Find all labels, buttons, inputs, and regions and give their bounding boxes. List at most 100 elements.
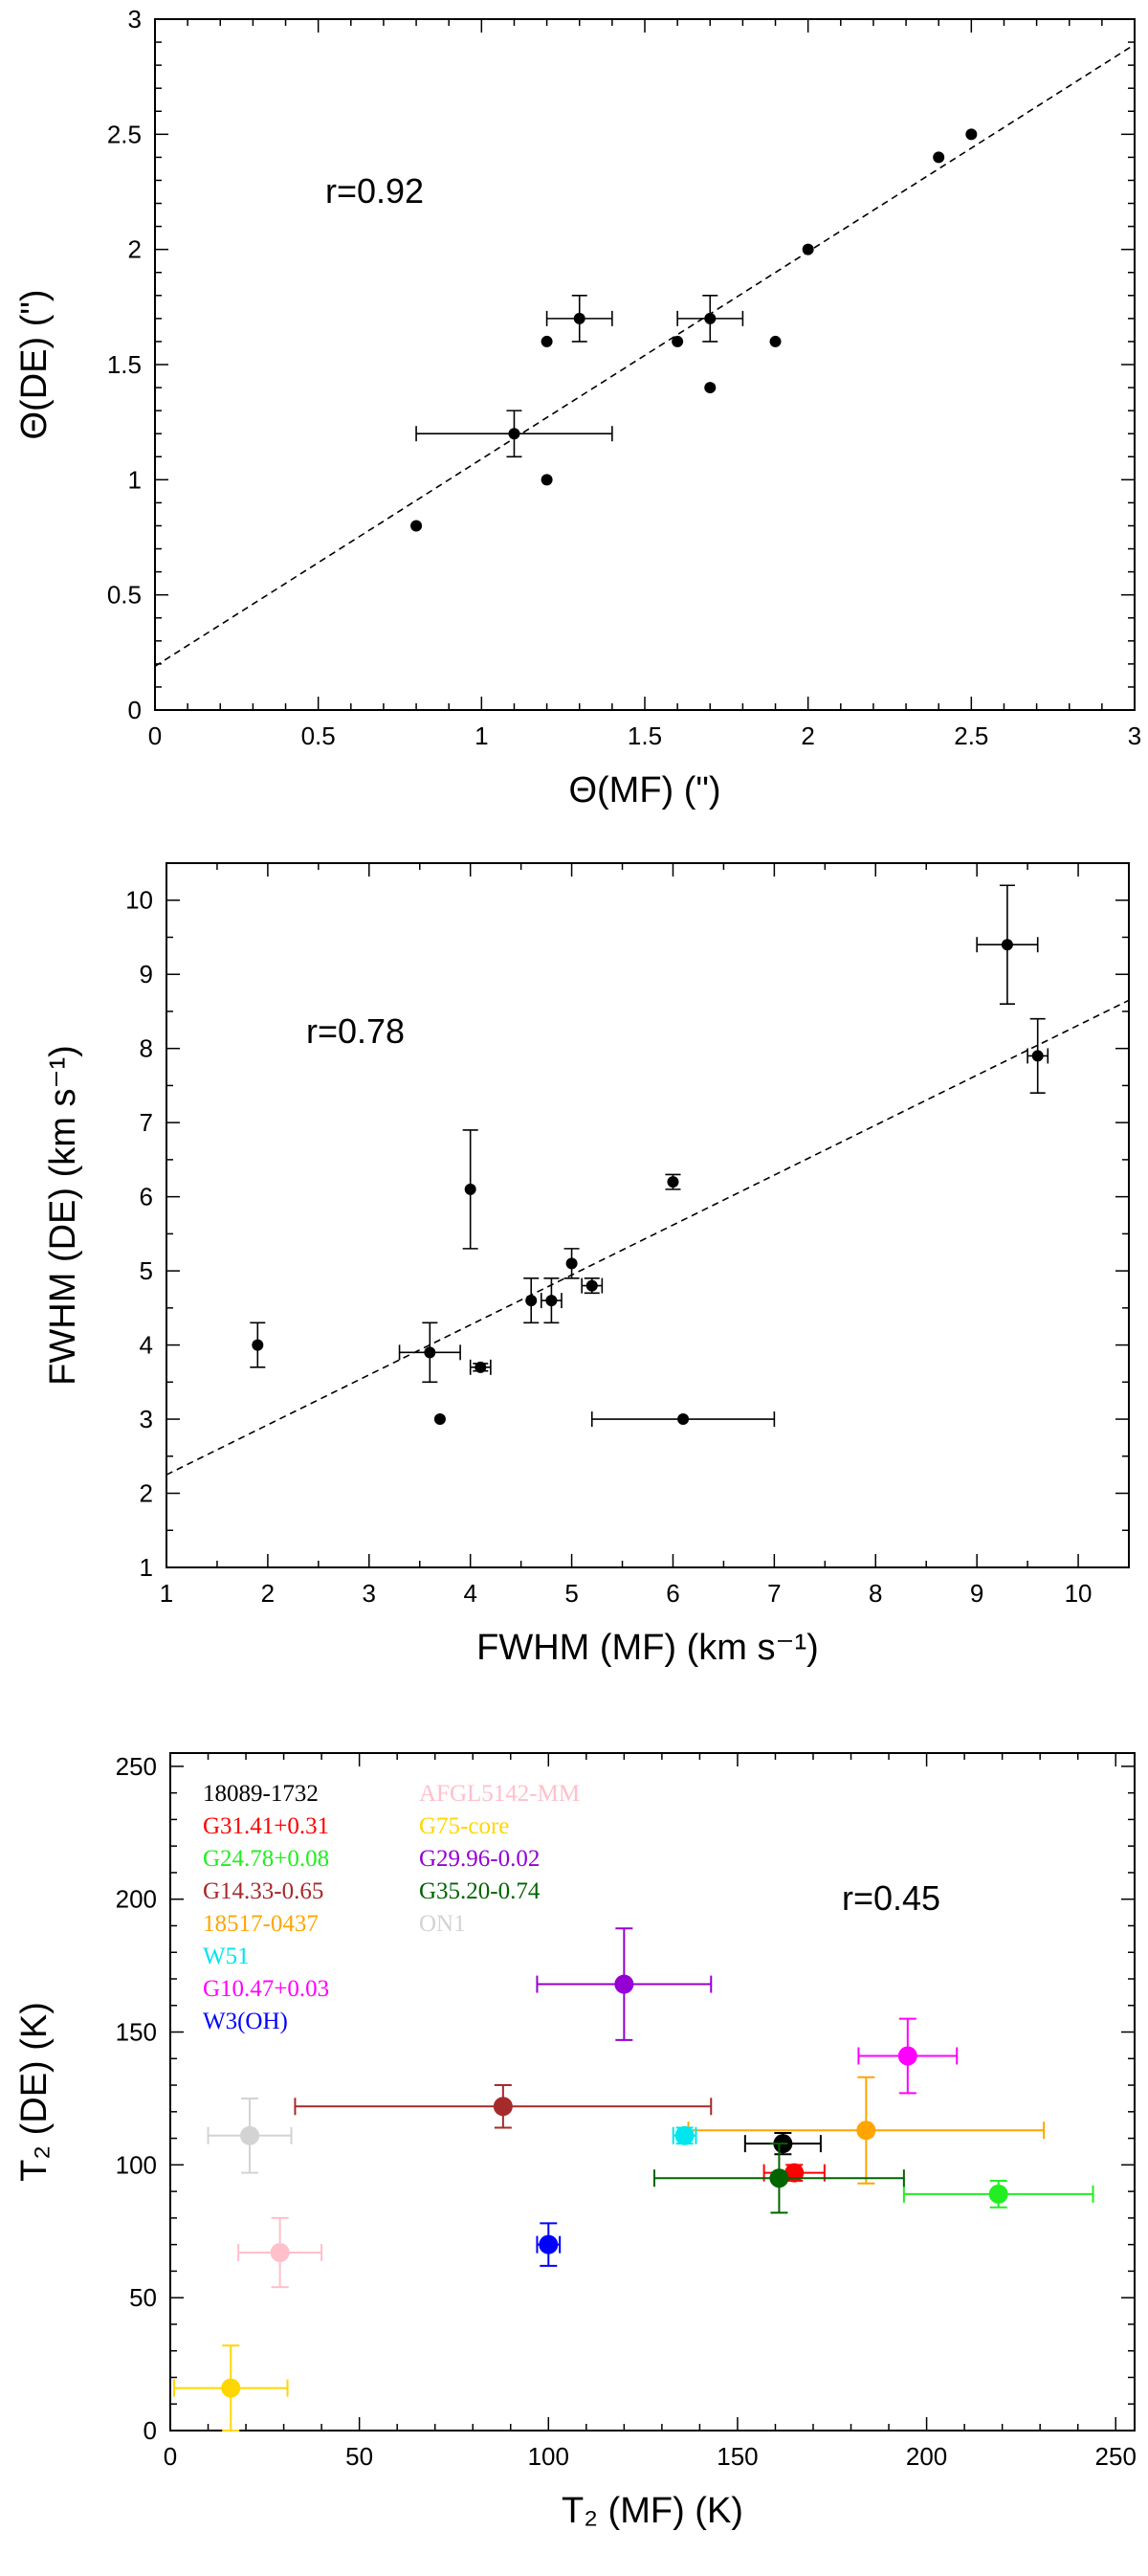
x-tick-label: 150 (717, 2442, 758, 2471)
data-marker (965, 128, 978, 141)
y-axis-label: FWHM (DE) (km s⁻¹) (43, 1045, 83, 1386)
data-marker (525, 1295, 538, 1307)
plot-fwhm: 1 2 3 4 5 6 7 8 9 10 1 2 3 4 5 6 7 8 9 10 FWHM (MF) (km s⁻¹)… (43, 862, 1130, 1668)
y-tick-label: 2.5 (107, 120, 142, 148)
data-marker (270, 2242, 290, 2262)
data-point (802, 243, 814, 255)
x-tick-label: 1.5 (628, 722, 662, 750)
x-tick-label: 6 (666, 1579, 679, 1608)
correlation-label: r=0.45 (842, 1878, 940, 1918)
data-marker (565, 1257, 578, 1270)
data-marker (541, 335, 553, 347)
y-axis-label: Θ(DE) (") (14, 289, 55, 439)
data-marker (769, 2168, 789, 2188)
legend-entry: 18517-0437 (203, 1911, 319, 1937)
data-marker (545, 1295, 558, 1307)
y-tick-label: 100 (116, 2150, 157, 2179)
plot-frame (154, 18, 1136, 711)
data-marker (802, 243, 814, 255)
x-tick-label: 3 (1128, 722, 1141, 750)
series-point-g75-core (172, 2344, 289, 2432)
y-tick-label: 8 (140, 1034, 153, 1063)
data-point (541, 1277, 563, 1324)
x-tick-label: 50 (345, 2442, 373, 2471)
y-tick-label: 9 (140, 960, 153, 988)
y-tick-label: 3 (140, 1405, 153, 1433)
data-marker (221, 2378, 241, 2398)
y-tick-label: 0.5 (107, 581, 142, 610)
data-point (676, 294, 744, 343)
legend-entry: G35.20-0.74 (419, 1878, 541, 1904)
data-marker (672, 335, 684, 347)
x-tick-label: 2 (801, 722, 814, 750)
legend-entry: W51 (203, 1943, 250, 1969)
plot-angular-size: 0 0.5 1 1.5 2 2.5 3 0 0.5 1 1.5 2 2.5 3 Θ(MF) (") Θ(DE)… (14, 5, 1141, 811)
data-point (541, 474, 553, 486)
data-marker (614, 1974, 634, 1994)
series-point-on1 (207, 2097, 293, 2174)
fit-line (154, 43, 1136, 667)
y-axis-label: T₂ (DE) (K) (14, 2002, 55, 2182)
data-point (704, 382, 717, 394)
data-marker (585, 1279, 598, 1292)
series-point-g14-33-0-65 (294, 2084, 713, 2129)
data-point (523, 1277, 540, 1324)
plot-frame (166, 862, 1130, 1568)
x-tick-label: 8 (869, 1579, 882, 1608)
x-tick-label: 3 (363, 1579, 376, 1608)
series-point-18517-0437 (687, 2076, 1046, 2185)
x-tick-label: 200 (906, 2442, 947, 2471)
x-axis-label: T₂ (MF) (K) (562, 2491, 743, 2531)
data-point (415, 410, 613, 458)
data-marker (856, 2121, 876, 2141)
data-point (545, 294, 613, 343)
correlation-label: r=0.78 (306, 1011, 405, 1051)
x-axis-label: FWHM (MF) (km s⁻¹) (476, 1628, 819, 1668)
x-tick-label: 4 (463, 1579, 476, 1608)
legend-entry: AFGL5142-MM (419, 1781, 580, 1807)
data-marker (493, 2097, 513, 2117)
data-point (933, 151, 945, 164)
data-point (581, 1277, 604, 1295)
legend-entry: G29.96-0.02 (419, 1846, 540, 1872)
data-point (250, 1321, 266, 1368)
series-point-g35-20-0-74 (652, 2143, 905, 2214)
data-marker (464, 1183, 476, 1195)
legend-entry: G75-core (419, 1813, 509, 1839)
x-tick-label: 10 (1065, 1579, 1093, 1608)
series-point-w3-oh- (536, 2222, 562, 2267)
y-tick-label: 50 (129, 2283, 157, 2312)
plot-frame (169, 1752, 1136, 2432)
legend: 18089-1732 G31.41+0.31 G24.78+0.08 G14.33-0… (203, 1781, 580, 2034)
data-marker (674, 2125, 695, 2145)
data-marker (1031, 1050, 1044, 1062)
x-tick-label: 9 (970, 1579, 983, 1608)
series-point-g10-47-0-03 (857, 2017, 959, 2095)
data-point (672, 335, 684, 347)
y-tick-label: 0 (128, 696, 142, 724)
data-point (1027, 1017, 1049, 1094)
y-tick-label: 1.5 (107, 350, 142, 379)
x-axis-label: Θ(MF) (") (568, 770, 720, 811)
data-point (541, 335, 553, 347)
data-point (976, 884, 1039, 1005)
x-tick-label: 250 (1095, 2442, 1137, 2471)
series-point-g24-78-0-08 (902, 2180, 1094, 2209)
data-point (398, 1321, 461, 1384)
data-marker (252, 1339, 264, 1351)
y-tick-label: 200 (116, 1885, 157, 1914)
x-tick-label: 2 (261, 1579, 275, 1608)
data-marker (541, 474, 553, 486)
data-point (769, 335, 782, 347)
y-tick-label: 4 (140, 1331, 153, 1360)
legend-entry: G10.47+0.03 (203, 1976, 329, 2002)
data-marker (573, 312, 585, 324)
data-marker (769, 335, 782, 347)
y-tick-label: 1 (140, 1553, 153, 1582)
data-marker (475, 1361, 487, 1373)
legend-entry: G31.41+0.31 (203, 1813, 329, 1839)
data-marker (933, 151, 945, 164)
y-tick-label: 3 (128, 5, 142, 33)
y-tick-label: 250 (116, 1752, 157, 1781)
x-tick-label: 2.5 (954, 722, 988, 750)
